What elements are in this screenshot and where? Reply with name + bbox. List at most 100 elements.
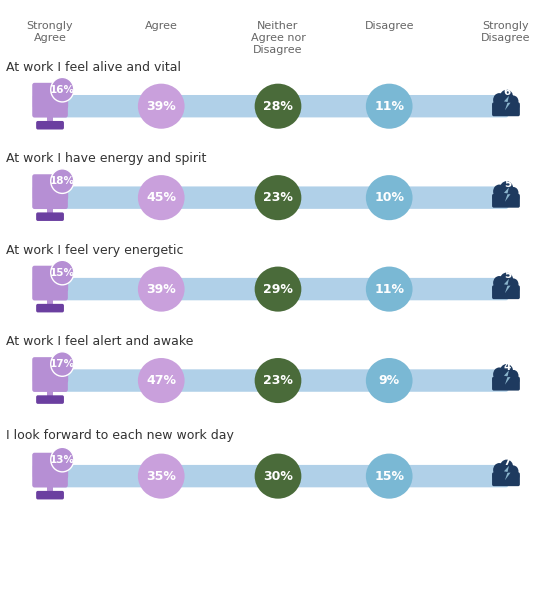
- Polygon shape: [504, 187, 510, 202]
- Ellipse shape: [255, 175, 301, 220]
- Ellipse shape: [493, 276, 505, 290]
- Ellipse shape: [493, 93, 505, 107]
- Circle shape: [51, 447, 74, 472]
- Text: 4%: 4%: [504, 362, 522, 372]
- Text: I look forward to each new work day: I look forward to each new work day: [6, 430, 234, 442]
- Text: 30%: 30%: [263, 470, 293, 483]
- Text: At work I feel very energetic: At work I feel very energetic: [6, 244, 183, 257]
- Text: 10%: 10%: [374, 191, 404, 204]
- Ellipse shape: [508, 466, 519, 477]
- Ellipse shape: [255, 358, 301, 403]
- Ellipse shape: [493, 185, 505, 198]
- Ellipse shape: [493, 368, 505, 381]
- Polygon shape: [504, 278, 510, 293]
- Text: 11%: 11%: [374, 283, 404, 296]
- FancyBboxPatch shape: [58, 277, 68, 292]
- FancyBboxPatch shape: [47, 465, 509, 487]
- FancyBboxPatch shape: [32, 83, 68, 117]
- Bar: [47, 206, 53, 214]
- Text: 28%: 28%: [263, 100, 293, 113]
- FancyBboxPatch shape: [36, 395, 64, 404]
- FancyBboxPatch shape: [33, 185, 43, 201]
- Ellipse shape: [138, 175, 185, 220]
- Text: 39%: 39%: [146, 100, 176, 113]
- FancyBboxPatch shape: [32, 174, 68, 209]
- FancyBboxPatch shape: [33, 94, 43, 109]
- Ellipse shape: [366, 267, 413, 312]
- Text: Agree: Agree: [145, 21, 178, 31]
- Text: 11%: 11%: [374, 100, 404, 113]
- Text: 9%: 9%: [379, 374, 400, 387]
- Text: 5%: 5%: [504, 270, 522, 280]
- Text: 23%: 23%: [263, 374, 293, 387]
- Ellipse shape: [493, 189, 519, 206]
- Ellipse shape: [138, 454, 185, 499]
- Text: 35%: 35%: [146, 470, 176, 483]
- Bar: [47, 389, 53, 397]
- Ellipse shape: [138, 358, 185, 403]
- Bar: [47, 115, 53, 123]
- Ellipse shape: [138, 267, 185, 312]
- Text: 18%: 18%: [50, 176, 75, 186]
- Ellipse shape: [493, 372, 519, 389]
- FancyBboxPatch shape: [36, 491, 64, 500]
- Ellipse shape: [138, 84, 185, 129]
- Text: 6%: 6%: [504, 87, 522, 97]
- Ellipse shape: [508, 96, 519, 107]
- Text: Neither
Agree nor
Disagree: Neither Agree nor Disagree: [251, 21, 305, 55]
- Text: 15%: 15%: [50, 268, 75, 277]
- FancyBboxPatch shape: [32, 453, 68, 487]
- FancyBboxPatch shape: [36, 212, 64, 221]
- FancyBboxPatch shape: [47, 278, 509, 300]
- Ellipse shape: [255, 454, 301, 499]
- Text: 7%: 7%: [504, 457, 522, 467]
- Polygon shape: [504, 466, 510, 480]
- FancyBboxPatch shape: [33, 277, 43, 292]
- FancyBboxPatch shape: [58, 94, 68, 109]
- Ellipse shape: [255, 84, 301, 129]
- Circle shape: [51, 352, 74, 376]
- FancyBboxPatch shape: [58, 464, 68, 479]
- FancyBboxPatch shape: [492, 194, 520, 208]
- Text: At work I feel alive and vital: At work I feel alive and vital: [6, 61, 181, 74]
- Circle shape: [51, 77, 74, 102]
- Text: 39%: 39%: [146, 283, 176, 296]
- Text: 45%: 45%: [146, 191, 176, 204]
- FancyBboxPatch shape: [32, 357, 68, 392]
- Ellipse shape: [493, 281, 519, 297]
- Bar: [47, 298, 53, 306]
- Text: Strongly
Disagree: Strongly Disagree: [481, 21, 531, 43]
- FancyBboxPatch shape: [492, 472, 520, 486]
- Ellipse shape: [366, 84, 413, 129]
- Ellipse shape: [500, 273, 513, 288]
- FancyBboxPatch shape: [492, 102, 520, 116]
- Ellipse shape: [493, 463, 505, 477]
- Text: Disagree: Disagree: [364, 21, 414, 31]
- Ellipse shape: [500, 364, 513, 379]
- Ellipse shape: [493, 468, 519, 484]
- Polygon shape: [504, 96, 510, 110]
- Text: 13%: 13%: [50, 455, 75, 464]
- Ellipse shape: [255, 267, 301, 312]
- Ellipse shape: [366, 175, 413, 220]
- Text: 17%: 17%: [49, 359, 75, 369]
- Ellipse shape: [508, 187, 519, 199]
- Ellipse shape: [500, 90, 513, 105]
- FancyBboxPatch shape: [32, 266, 68, 300]
- FancyBboxPatch shape: [36, 121, 64, 130]
- FancyBboxPatch shape: [492, 376, 520, 391]
- Ellipse shape: [493, 98, 519, 114]
- Ellipse shape: [508, 370, 519, 382]
- FancyBboxPatch shape: [492, 285, 520, 299]
- FancyBboxPatch shape: [47, 186, 509, 209]
- Text: Strongly
Agree: Strongly Agree: [27, 21, 73, 43]
- Ellipse shape: [500, 460, 513, 475]
- FancyBboxPatch shape: [47, 369, 509, 392]
- Text: 5%: 5%: [504, 179, 522, 189]
- Ellipse shape: [366, 454, 413, 499]
- Bar: [47, 485, 53, 493]
- Ellipse shape: [508, 278, 519, 290]
- Polygon shape: [504, 370, 510, 385]
- Ellipse shape: [366, 358, 413, 403]
- FancyBboxPatch shape: [33, 464, 43, 479]
